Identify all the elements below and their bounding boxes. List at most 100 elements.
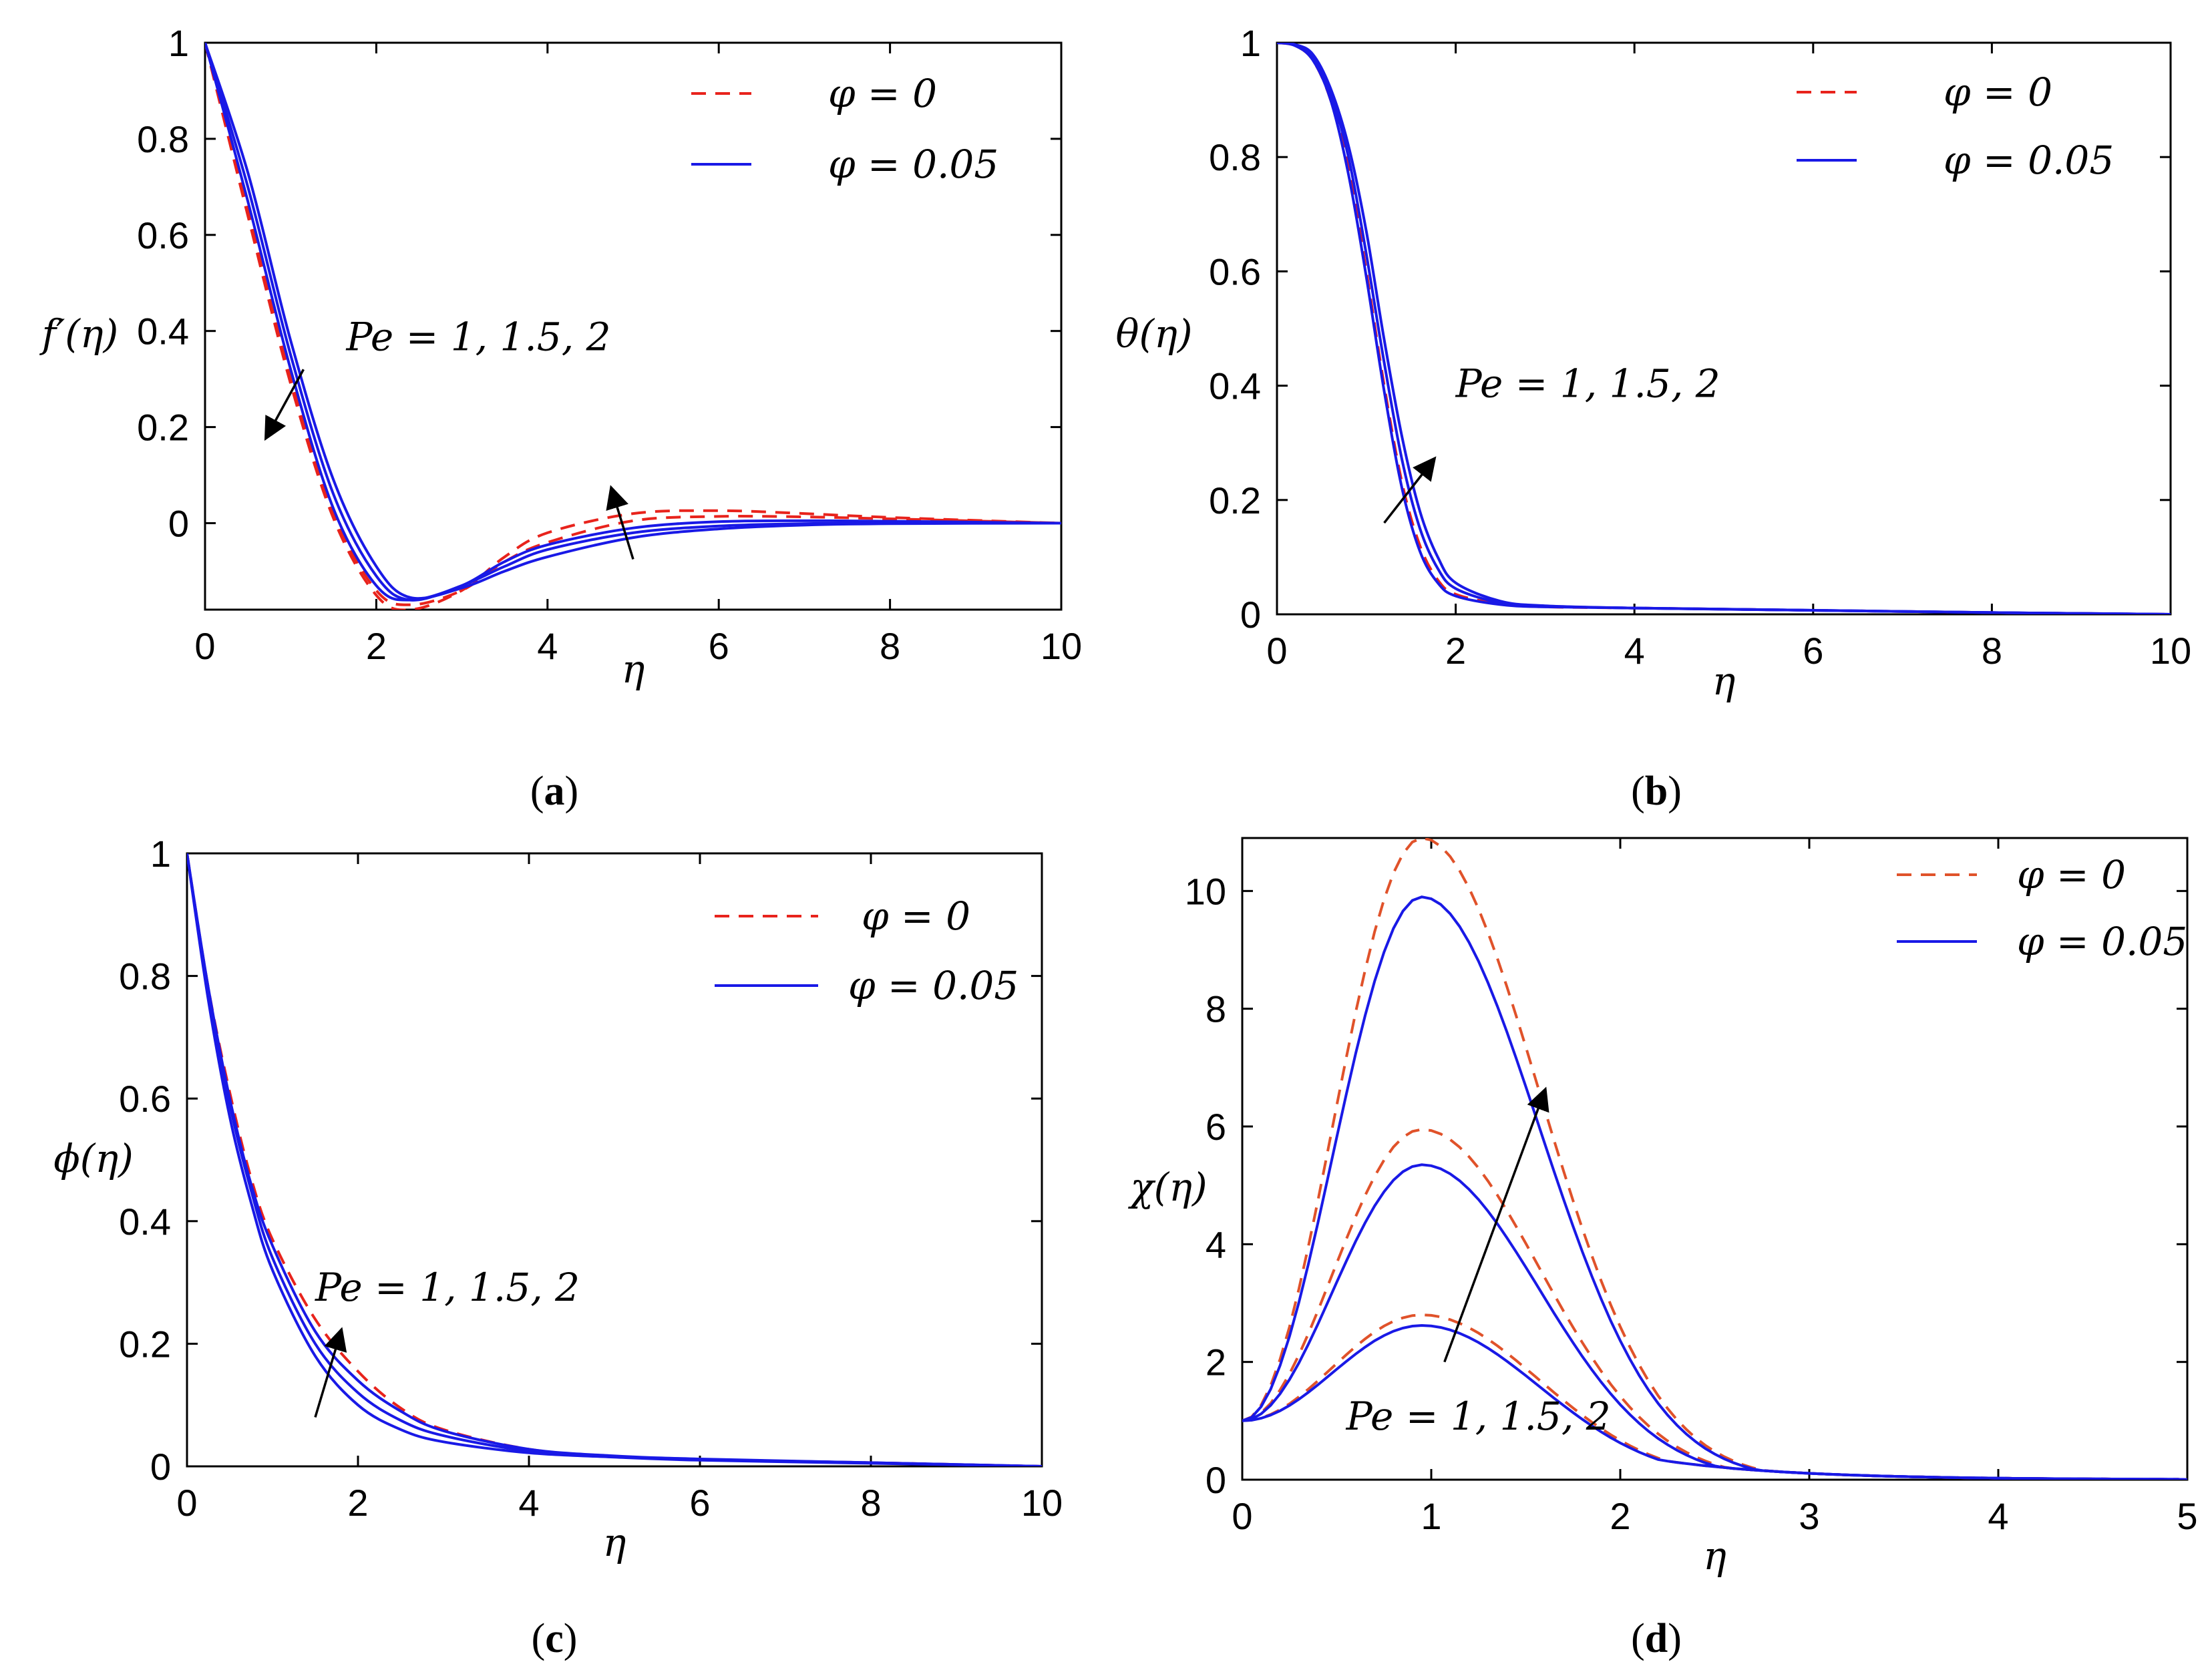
legend-label: φ = 0: [1944, 69, 2052, 115]
series-group-a: [205, 43, 1061, 610]
legend-label: φ = 0.05: [2017, 919, 2187, 964]
series-line-b-3: [1277, 43, 2171, 614]
series-line-c-1: [187, 853, 1042, 1466]
panel-label-part: ): [564, 1616, 578, 1661]
x-tick-label: 0: [1266, 630, 1287, 672]
axes-frame-c: [186, 852, 1043, 1468]
series-line-a-0: [205, 43, 1061, 610]
y-tick-label: 8: [1206, 988, 1226, 1030]
x-tick-label: 2: [347, 1482, 368, 1524]
trend-arrow: [1383, 456, 1437, 524]
legend-label: φ = 0.05: [848, 963, 1019, 1008]
x-tick-label: 8: [880, 625, 900, 667]
pe-annotation: Pe = 1, 1.5, 2: [1455, 361, 1720, 407]
legend-label: φ = 0: [862, 893, 970, 939]
x-tick-label: 2: [1610, 1495, 1630, 1537]
chart-panel-b: 0 2 4 6 8 10 0 0.2 0.4 0.6 0.8 1 Pe = 1, 1.5, 2 φ = 0…: [1116, 22, 2192, 814]
x-tick-label: 6: [689, 1482, 710, 1524]
x-tick-label: 6: [709, 625, 729, 667]
series-line-c-0: [187, 853, 1042, 1466]
y-tick-label: 0.4: [119, 1201, 171, 1243]
x-tick-label: 4: [537, 625, 558, 667]
panel-label: (c): [532, 1616, 578, 1661]
pe-annotation: Pe = 1, 1.5, 2: [1346, 1394, 1611, 1439]
axes-frame-a: [204, 41, 1063, 611]
panel-label-part: a: [544, 769, 565, 814]
y-tick-label: 0: [1206, 1459, 1226, 1501]
panel-label-part: c: [545, 1616, 564, 1661]
chart-panel-d: 0 1 2 3 4 5 0 2 4 6 8 10 Pe = 1, 1.5, 2 φ = 0 φ = 0.05…: [1127, 837, 2198, 1661]
y-tick-label: 2: [1206, 1341, 1226, 1384]
x-tick-label: 2: [1445, 630, 1466, 672]
y-tick-label: 0.6: [1209, 250, 1261, 292]
panel-label-part: (: [530, 769, 544, 814]
y-tick-label: 0.8: [137, 118, 189, 160]
series-line-a-3: [205, 43, 1061, 602]
series-line-a-4: [205, 43, 1061, 600]
chart-panel-c: 0 2 4 6 8 10 0 0.2 0.4 0.6 0.8 1 Pe = 1, 1.5, 2 φ = 0…: [53, 833, 1063, 1661]
y-tick-label: 0.8: [119, 956, 171, 998]
x-tick-label: 8: [860, 1482, 881, 1524]
chart-panel-a: 0 2 4 6 8 10 0 0.2 0.4 0.6 0.8 1 Pe = 1, 1.5, 2 φ = 0…: [39, 22, 1082, 814]
legend-label: φ = 0.05: [828, 142, 998, 187]
series-line-c-3: [187, 853, 1042, 1466]
panel-label-part: d: [1645, 1616, 1668, 1661]
legend-label: φ = 0.05: [1944, 138, 2114, 183]
panel-label-part: b: [1645, 769, 1668, 814]
x-tick-label: 6: [1803, 630, 1823, 672]
y-axis-label: θ(η): [1116, 311, 1193, 357]
x-tick-label: 3: [1799, 1495, 1819, 1537]
x-tick-label: 5: [2177, 1495, 2197, 1537]
pe-annotation: Pe = 1, 1.5, 2: [346, 314, 611, 359]
y-axis-label: ϕ(η): [53, 1136, 134, 1181]
pe-annotation: Pe = 1, 1.5, 2: [315, 1265, 580, 1310]
y-tick-label: 1: [150, 833, 171, 875]
x-axis-label: η: [603, 1520, 626, 1565]
panel-label: (a): [530, 769, 578, 814]
x-axis-label: η: [1712, 658, 1736, 704]
y-tick-label: 0.2: [137, 407, 189, 449]
series-group-d: [1242, 838, 2187, 1480]
y-tick-label: 0.4: [1209, 365, 1261, 407]
x-tick-label: 8: [1982, 630, 2002, 672]
x-tick-label: 10: [1041, 625, 1082, 667]
y-tick-label: 0: [150, 1446, 171, 1488]
x-axis-label: η: [622, 646, 645, 692]
y-axis-label: f′(η): [39, 311, 119, 357]
legend-label: φ = 0: [828, 71, 937, 116]
x-tick-label: 4: [1988, 1495, 2008, 1537]
x-axis-label: η: [1703, 1533, 1726, 1579]
panel-label: (d): [1631, 1616, 1682, 1661]
x-tick-label: 2: [366, 625, 387, 667]
y-tick-label: 0.6: [119, 1078, 171, 1120]
panel-label-part: (: [1631, 1616, 1645, 1661]
series-group-b: [1277, 43, 2171, 614]
x-tick-label: 4: [1624, 630, 1645, 672]
panel-label-part: ): [1668, 1616, 1682, 1661]
y-tick-label: 0.2: [1209, 479, 1261, 521]
series-line-c-2: [187, 853, 1042, 1466]
axes-frame-d: [1241, 837, 2189, 1481]
trend-arrow: [264, 369, 305, 441]
panel-label: (b): [1631, 769, 1682, 814]
trend-arrow: [1443, 1086, 1549, 1363]
axes-frame-b: [1276, 41, 2172, 616]
y-tick-label: 0.2: [119, 1323, 171, 1365]
x-tick-label: 10: [1021, 1482, 1063, 1524]
legend-label: φ = 0: [2017, 852, 2126, 897]
y-tick-label: 0.6: [137, 214, 189, 256]
series-line-d-5: [1242, 895, 2187, 1480]
y-axis-label: χ(η): [1127, 1165, 1207, 1210]
y-tick-label: 0.8: [1209, 136, 1261, 178]
x-tick-label: 0: [176, 1482, 197, 1524]
y-tick-label: 0: [168, 502, 189, 544]
x-tick-label: 0: [1232, 1495, 1252, 1537]
y-tick-label: 6: [1206, 1106, 1226, 1148]
x-tick-label: 10: [2150, 630, 2191, 672]
y-tick-label: 1: [168, 22, 189, 64]
panel-label-part: (: [532, 1616, 546, 1661]
panel-label-part: ): [565, 769, 579, 814]
y-tick-label: 0: [1240, 594, 1261, 636]
x-tick-label: 1: [1421, 1495, 1441, 1537]
